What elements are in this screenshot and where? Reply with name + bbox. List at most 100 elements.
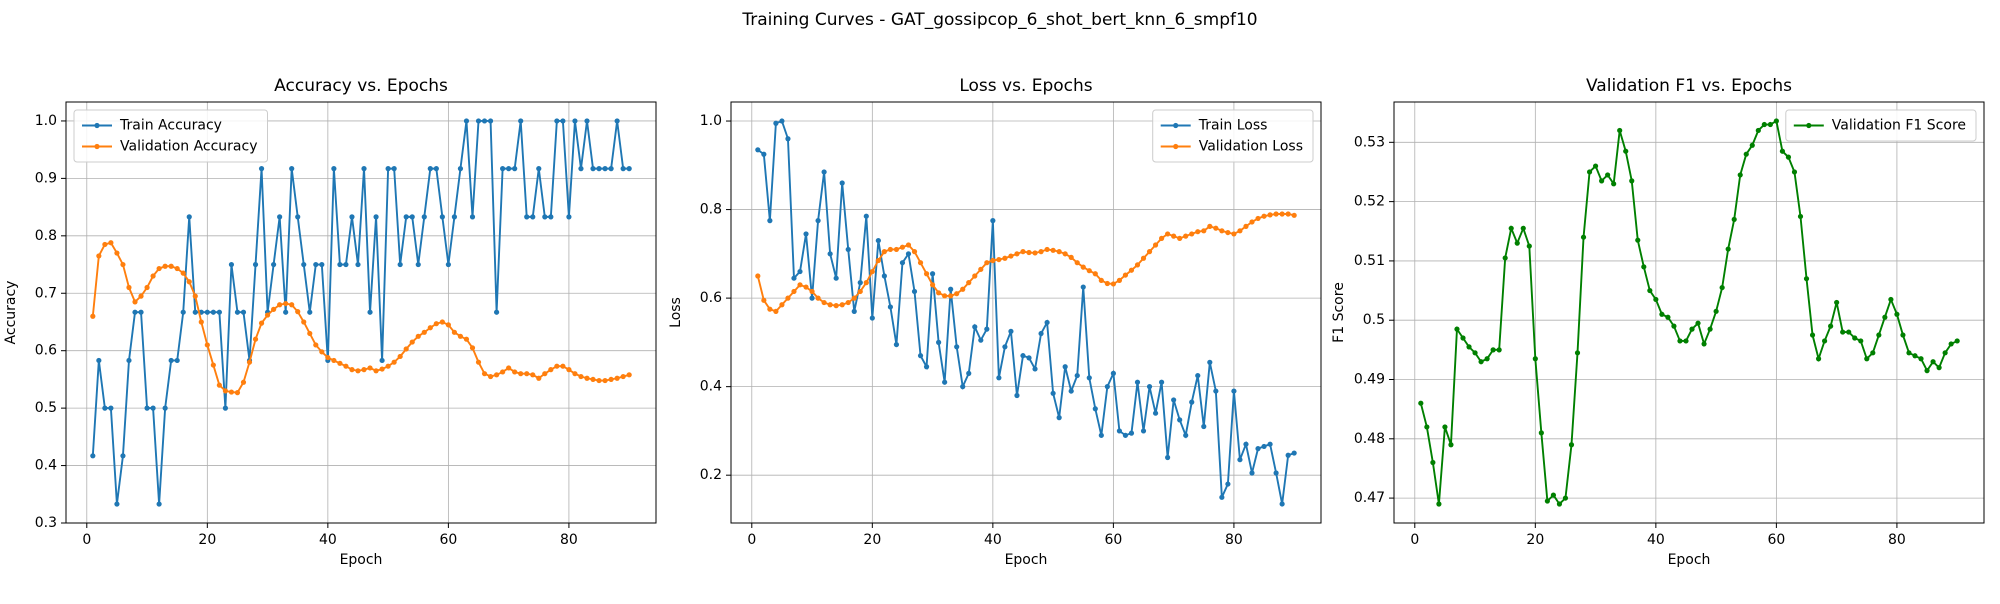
- data-point: [1062, 251, 1068, 257]
- data-point: [361, 367, 367, 373]
- data-point: [222, 405, 229, 411]
- data-point: [779, 118, 785, 124]
- data-point: [120, 261, 126, 268]
- data-point: [433, 166, 439, 172]
- data-point: [767, 218, 773, 224]
- x-axis-label: Epoch: [1668, 552, 1711, 568]
- data-point: [512, 166, 518, 172]
- data-point: [1044, 319, 1050, 326]
- data-point: [289, 302, 295, 308]
- data-point: [373, 368, 379, 374]
- data-point: [1906, 350, 1912, 356]
- data-point: [1038, 330, 1044, 337]
- data-point: [857, 288, 863, 295]
- data-point: [1580, 234, 1587, 240]
- data-point: [1231, 388, 1237, 394]
- data-point: [96, 357, 102, 364]
- data-point: [1008, 328, 1014, 334]
- data-point: [1478, 359, 1484, 365]
- data-point: [361, 166, 367, 172]
- data-point: [1104, 280, 1110, 287]
- data-point: [445, 322, 451, 328]
- data-point: [1152, 410, 1159, 416]
- data-point: [409, 214, 415, 220]
- x-tick-label: 60: [1104, 532, 1122, 548]
- data-point: [1219, 228, 1225, 234]
- data-point: [301, 261, 307, 268]
- data-point: [144, 405, 150, 411]
- data-point: [797, 268, 803, 275]
- data-point: [1104, 384, 1110, 390]
- data-point: [1074, 260, 1080, 266]
- data-point: [1436, 501, 1442, 507]
- figure-title: Training Curves - GAT_gossipcop_6_shot_b…: [741, 10, 1257, 30]
- data-point: [469, 214, 476, 220]
- data-point: [1785, 154, 1792, 160]
- data-point: [1713, 308, 1719, 314]
- y-tick-label: 0.5: [1363, 312, 1385, 328]
- data-point: [283, 300, 289, 307]
- data-point: [216, 382, 222, 388]
- data-point: [102, 241, 108, 248]
- data-point: [524, 371, 530, 377]
- data-point: [506, 166, 512, 172]
- data-point: [827, 302, 833, 308]
- data-point: [1273, 470, 1279, 476]
- legend-marker: [1173, 143, 1179, 150]
- legend-box: [1785, 109, 1977, 142]
- data-point: [1231, 231, 1237, 237]
- data-point: [1930, 359, 1936, 365]
- data-point: [1876, 332, 1882, 338]
- legend-label: Validation F1 Score: [1832, 118, 1966, 134]
- y-tick-label: 0.4: [700, 379, 722, 395]
- data-point: [331, 357, 337, 364]
- data-point: [923, 271, 930, 277]
- data-point: [1146, 384, 1153, 390]
- data-point: [439, 319, 445, 325]
- data-point: [1038, 249, 1044, 255]
- data-point: [1249, 470, 1255, 476]
- data-point: [791, 275, 797, 281]
- data-point: [620, 373, 626, 380]
- legend-marker: [94, 122, 100, 129]
- data-point: [827, 251, 833, 257]
- data-point: [1599, 178, 1605, 184]
- data-point: [839, 180, 845, 186]
- data-point: [493, 309, 500, 315]
- data-point: [1092, 271, 1098, 277]
- data-point: [258, 166, 265, 172]
- data-point: [1749, 142, 1755, 148]
- data-point: [427, 325, 433, 331]
- data-point: [1134, 262, 1141, 268]
- data-point: [1526, 243, 1532, 249]
- data-point: [839, 302, 845, 308]
- data-point: [821, 169, 827, 175]
- legend-marker: [1806, 122, 1812, 129]
- data-point: [1267, 441, 1273, 447]
- data-point: [1755, 127, 1761, 134]
- data-point: [1285, 211, 1291, 217]
- data-point: [1171, 397, 1177, 403]
- data-point: [1074, 372, 1080, 379]
- data-point: [307, 309, 313, 315]
- data-point: [210, 309, 216, 315]
- data-point: [391, 359, 397, 365]
- legend-label: Train Accuracy: [119, 118, 222, 134]
- data-point: [1195, 372, 1201, 379]
- data-point: [923, 364, 930, 370]
- data-point: [240, 309, 247, 315]
- data-point: [264, 312, 271, 318]
- data-point: [773, 120, 779, 126]
- data-point: [1689, 326, 1695, 332]
- data-point: [367, 309, 373, 315]
- data-point: [554, 118, 560, 124]
- data-point: [803, 284, 809, 290]
- subplot: Accuracy vs. Epochs 0 20 40 60 80 0.3 0.4 0.5 0.6…: [3, 76, 657, 568]
- data-point: [1948, 341, 1954, 347]
- data-point: [162, 405, 168, 411]
- data-point: [779, 302, 785, 308]
- data-point: [403, 214, 409, 220]
- data-point: [767, 306, 773, 312]
- data-point: [1249, 219, 1255, 225]
- data-point: [875, 257, 881, 264]
